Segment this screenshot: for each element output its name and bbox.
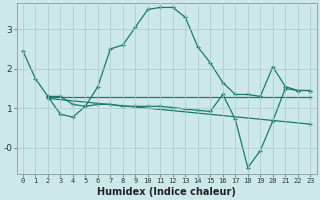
X-axis label: Humidex (Indice chaleur): Humidex (Indice chaleur) <box>97 187 236 197</box>
